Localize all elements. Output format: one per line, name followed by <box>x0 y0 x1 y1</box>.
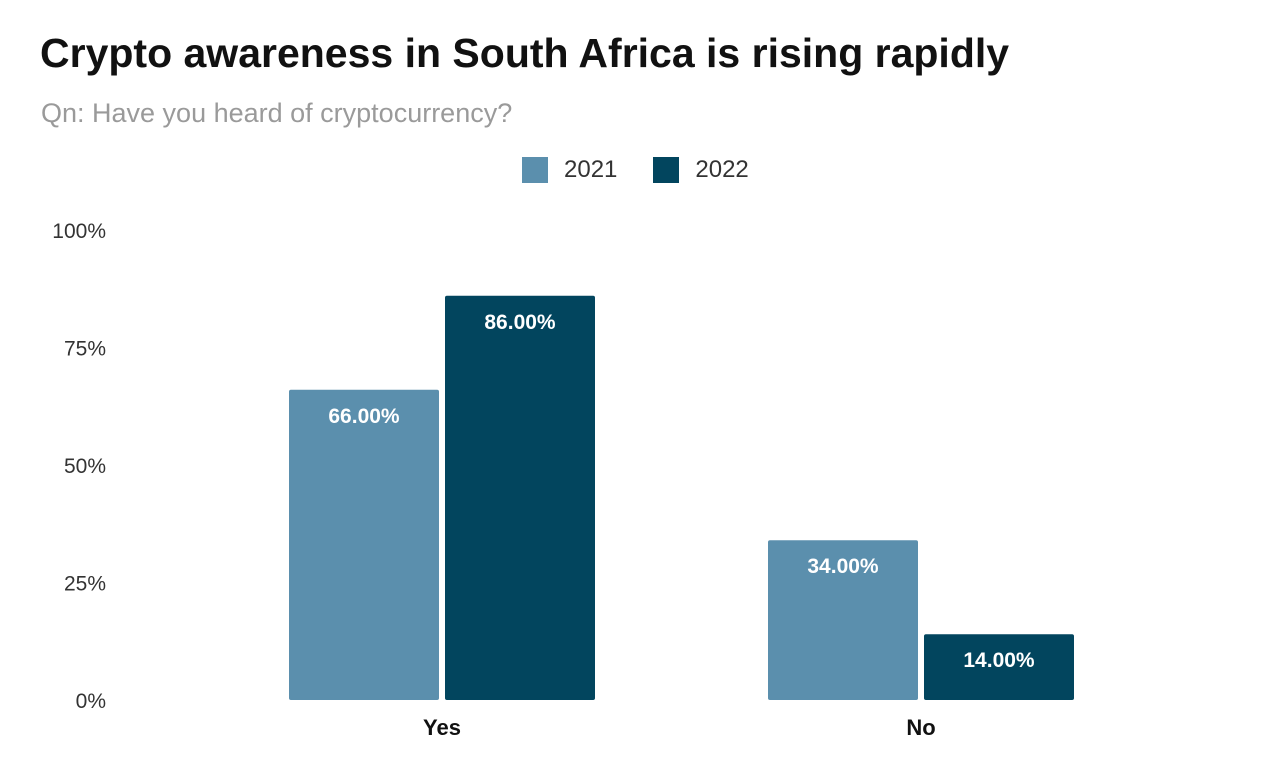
data-label-no-2022: 14.00% <box>963 649 1035 672</box>
legend-swatch-2022 <box>653 157 680 183</box>
legend-item-2022: 2022 <box>653 156 749 184</box>
bar-no-2022 <box>924 634 1074 700</box>
y-tick-label: 100% <box>52 220 106 243</box>
y-tick-label: 50% <box>64 455 106 478</box>
y-tick-label: 25% <box>64 573 106 596</box>
bar-no-2021 <box>768 540 918 700</box>
y-tick-label: 75% <box>64 338 106 361</box>
legend-label-2022: 2022 <box>695 156 749 183</box>
legend-swatch-2021 <box>522 157 548 183</box>
legend-label-2021: 2021 <box>564 156 618 183</box>
bar-yes-2022 <box>445 295 595 700</box>
bar-yes-2021 <box>289 389 439 700</box>
data-label-yes-2021: 66.00% <box>328 405 400 428</box>
legend: 2021 2022 <box>522 156 785 184</box>
x-tick-label-no: No <box>906 715 935 740</box>
y-tick-label: 0% <box>76 690 106 713</box>
chart-title: Crypto awareness in South Africa is risi… <box>40 30 1010 76</box>
legend-item-2021: 2021 <box>522 156 617 184</box>
chart-subtitle: Qn: Have you heard of cryptocurrency? <box>41 98 513 128</box>
data-label-no-2021: 34.00% <box>807 555 879 578</box>
x-tick-label-yes: Yes <box>423 715 461 740</box>
data-label-yes-2022: 86.00% <box>484 311 556 334</box>
